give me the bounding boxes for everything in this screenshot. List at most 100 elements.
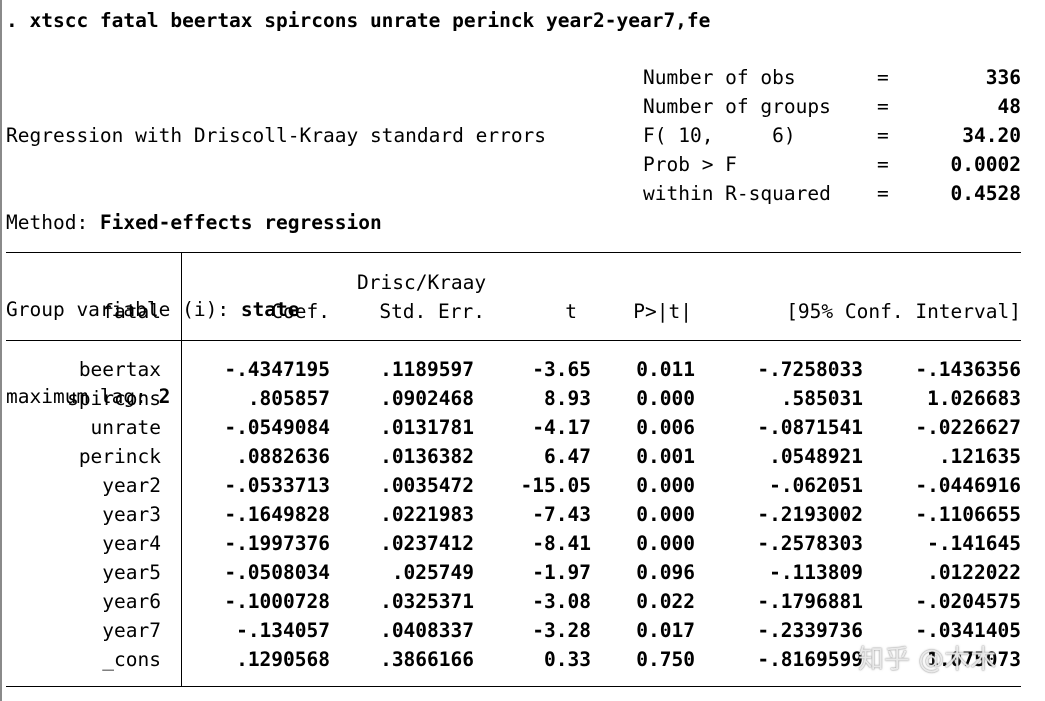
table-cell-coef: .1290568 — [236, 648, 330, 671]
regression-header-left: Regression with Driscoll-Kraay standard … — [6, 63, 546, 440]
table-cell-t: -3.28 — [532, 619, 591, 642]
table-cell-std-err: .0408337 — [380, 619, 474, 642]
table-cell-variable: year7 — [102, 619, 161, 642]
table-cell-ci-lower: .0548921 — [769, 445, 863, 468]
table-cell-p: 0.750 — [636, 648, 695, 671]
table-cell-t: -15.05 — [520, 474, 591, 497]
table-cell-coef: -.0533713 — [224, 474, 330, 497]
column-header-std-err: Std. Err. — [379, 300, 485, 323]
table-cell-ci-lower: -.7258033 — [757, 358, 863, 381]
stat-within-r-squared: within R-squared = 0.4528 — [643, 182, 1021, 205]
table-cell-ci-upper: -.1436356 — [915, 358, 1021, 381]
table-cell-ci-lower: .585031 — [780, 387, 863, 410]
table-cell-p: 0.000 — [636, 387, 695, 410]
table-cell-std-err: .3866166 — [380, 648, 474, 671]
stat-prob-f: Prob > F = 0.0002 — [643, 153, 1021, 176]
table-cell-t: -8.41 — [532, 532, 591, 555]
table-cell-std-err: .0902468 — [380, 387, 474, 410]
table-header-rule — [6, 340, 1021, 341]
table-cell-p: 0.000 — [636, 532, 695, 555]
table-cell-t: 6.47 — [544, 445, 591, 468]
header-title: Regression with Driscoll-Kraay standard … — [6, 124, 547, 147]
table-cell-coef: -.1000728 — [224, 590, 330, 613]
table-cell-p: 0.096 — [636, 561, 695, 584]
column-header-conf-interval: [95% Conf. Interval] — [786, 300, 1021, 323]
table-cell-std-err: .0136382 — [380, 445, 474, 468]
table-cell-ci-lower: -.0871541 — [757, 416, 863, 439]
regression-summary-stats: Number of obs = 336 Number of groups = 48 F(… — [643, 63, 1021, 208]
table-cell-ci-lower: -.8169599 — [757, 648, 863, 671]
table-cell-ci-upper: -.0341405 — [915, 619, 1021, 642]
table-cell-variable: _cons — [102, 648, 161, 671]
table-cell-ci-upper: .0122022 — [927, 561, 1021, 584]
table-cell-t: -4.17 — [532, 416, 591, 439]
table-cell-ci-upper: -.1106655 — [915, 503, 1021, 526]
table-cell-ci-upper: -.0204575 — [915, 590, 1021, 613]
table-cell-t: 8.93 — [544, 387, 591, 410]
table-cell-coef: -.134057 — [236, 619, 330, 642]
table-cell-std-err: .0221983 — [380, 503, 474, 526]
table-cell-variable: unrate — [90, 416, 161, 439]
header-max-lag: maximum lag: 2 — [6, 385, 171, 408]
table-cell-t: -3.08 — [532, 590, 591, 613]
table-cell-variable: year2 — [102, 474, 161, 497]
table-cell-std-err: .1189597 — [380, 358, 474, 381]
table-cell-coef: -.4347195 — [224, 358, 330, 381]
table-cell-ci-lower: -.2339736 — [757, 619, 863, 642]
table-cell-std-err: .0035472 — [380, 474, 474, 497]
stata-command-line: . xtscc fatal beertax spircons unrate pe… — [6, 9, 711, 32]
column-header-t: t — [565, 300, 577, 323]
table-cell-std-err: .0325371 — [380, 590, 474, 613]
table-cell-p: 0.006 — [636, 416, 695, 439]
table-cell-t: -7.43 — [532, 503, 591, 526]
table-top-rule — [6, 252, 1021, 253]
window-left-border — [0, 0, 2, 701]
column-header-coef: Coef. — [271, 300, 330, 323]
table-cell-variable: spircons — [67, 387, 161, 410]
table-cell-ci-lower: -.113809 — [769, 561, 863, 584]
table-cell-ci-upper: -.0446916 — [915, 474, 1021, 497]
table-cell-ci-lower: -.2578303 — [757, 532, 863, 555]
table-cell-variable: year6 — [102, 590, 161, 613]
table-cell-p: 0.000 — [636, 474, 695, 497]
table-cell-ci-upper: 1.026683 — [927, 387, 1021, 410]
table-cell-ci-upper: 1.075073 — [927, 648, 1021, 671]
table-cell-ci-lower: -.2193002 — [757, 503, 863, 526]
table-cell-variable: year5 — [102, 561, 161, 584]
stat-number-of-obs: Number of obs = 336 — [643, 66, 1021, 89]
table-cell-ci-upper: -.141645 — [927, 532, 1021, 555]
stat-f-test: F( 10, 6) = 34.20 — [643, 124, 1021, 147]
table-cell-t: -3.65 — [532, 358, 591, 381]
table-cell-std-err: .0237412 — [380, 532, 474, 555]
table-cell-ci-lower: -.062051 — [769, 474, 863, 497]
table-cell-p: 0.011 — [636, 358, 695, 381]
header-group-variable: Group variable (i): state — [6, 298, 300, 321]
table-cell-p: 0.000 — [636, 503, 695, 526]
stat-number-of-groups: Number of groups = 48 — [643, 95, 1021, 118]
table-cell-coef: -.0549084 — [224, 416, 330, 439]
table-cell-p: 0.001 — [636, 445, 695, 468]
table-bottom-rule — [6, 686, 1021, 687]
table-cell-p: 0.017 — [636, 619, 695, 642]
table-cell-ci-upper: .121635 — [938, 445, 1021, 468]
table-cell-variable: year3 — [102, 503, 161, 526]
table-cell-std-err: .0131781 — [380, 416, 474, 439]
table-cell-p: 0.022 — [636, 590, 695, 613]
zhihu-watermark: 知乎 @木木 — [858, 645, 997, 675]
table-cell-ci-lower: -.1796881 — [757, 590, 863, 613]
table-cell-std-err: .025749 — [391, 561, 474, 584]
table-cell-coef: -.0508034 — [224, 561, 330, 584]
table-cell-variable: year4 — [102, 532, 161, 555]
table-cell-coef: -.1649828 — [224, 503, 330, 526]
table-cell-coef: .0882636 — [236, 445, 330, 468]
header-method: Method: Fixed-effects regression — [6, 211, 382, 234]
table-cell-t: -1.97 — [532, 561, 591, 584]
table-vertical-rule — [181, 252, 182, 687]
table-cell-variable: beertax — [78, 358, 161, 381]
table-cell-variable: perinck — [78, 445, 161, 468]
column-header-depvar: fatal — [102, 300, 161, 323]
table-cell-t: 0.33 — [544, 648, 591, 671]
column-header-p: P>|t| — [633, 300, 692, 323]
table-cell-coef: -.1997376 — [224, 532, 330, 555]
table-cell-coef: .805857 — [247, 387, 330, 410]
